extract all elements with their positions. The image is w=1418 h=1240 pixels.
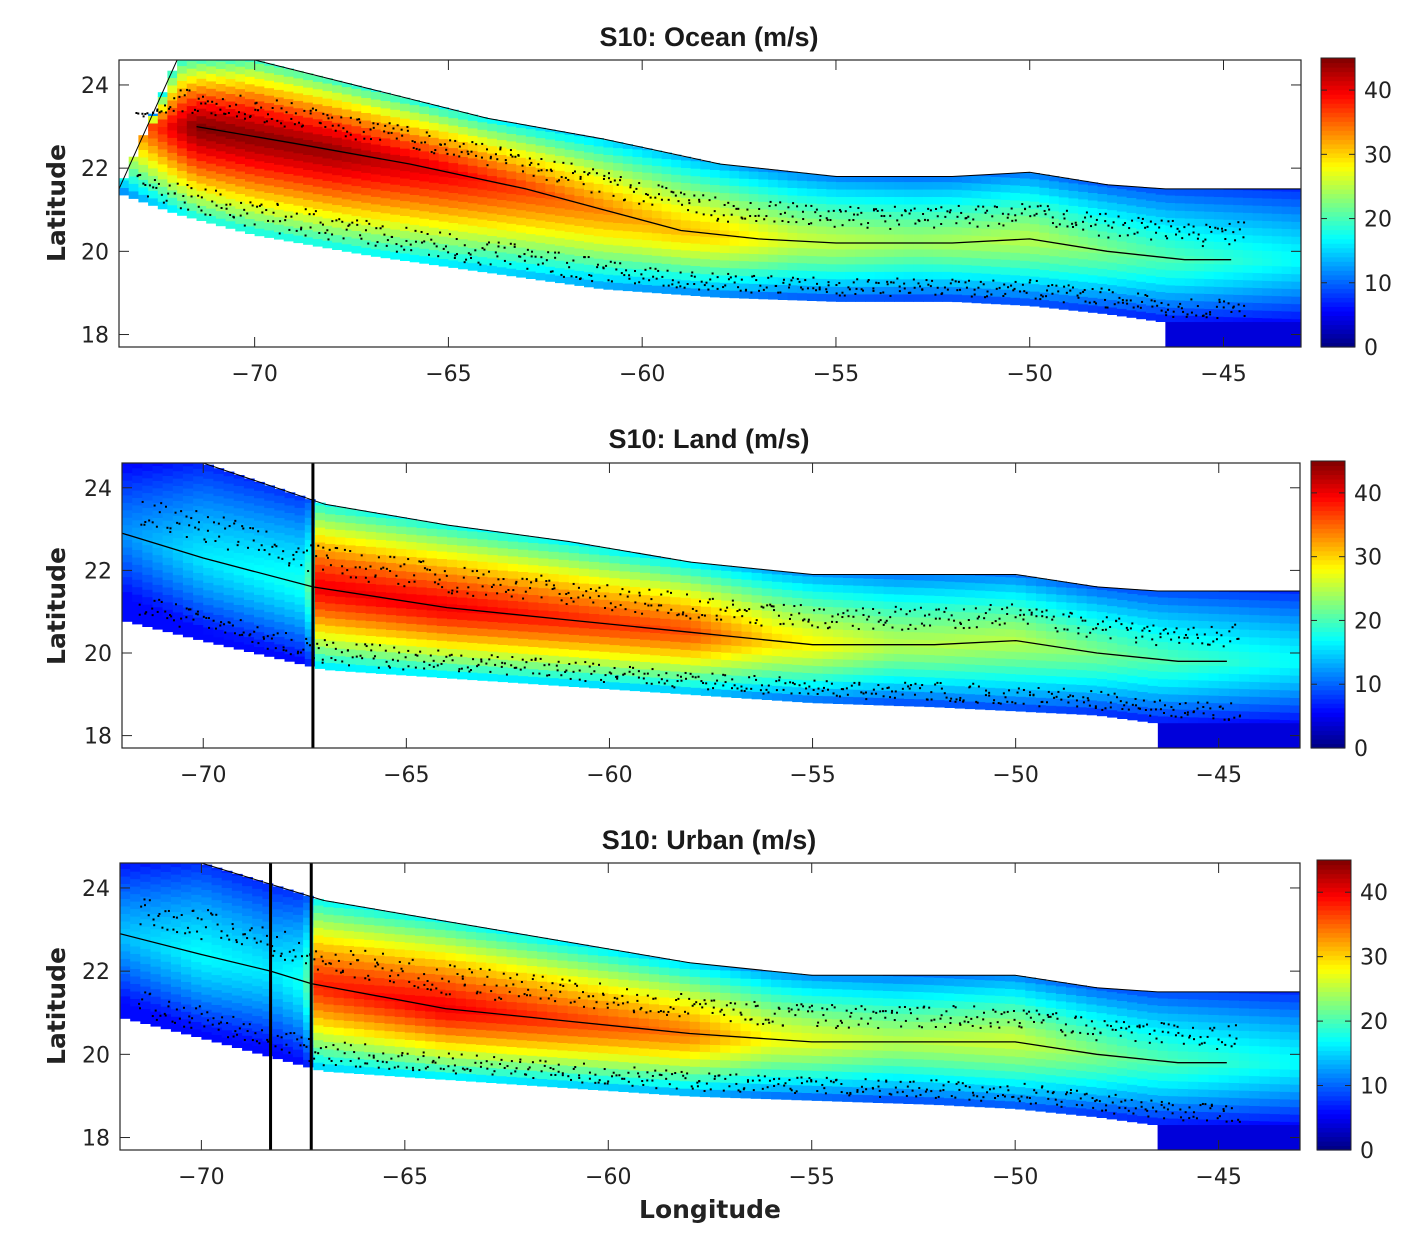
colorbar: 0 10 20 30 40 (1316, 859, 1388, 1164)
colorbar-frame (1316, 859, 1352, 1151)
swath-north-contour (119, 60, 1301, 190)
x-tick-label: −55 (789, 763, 835, 788)
x-tick-label: −70 (231, 362, 277, 387)
colorbar: 0 10 20 30 40 (1310, 460, 1382, 762)
y-tick-label: 18 (82, 1127, 110, 1152)
debris-speckles (135, 88, 1246, 320)
panel-3: −70 −65 −60 −55 −50 −45 18 20 22 24 Latitude Longit… (42, 859, 1388, 1224)
y-tick-label: 24 (81, 74, 109, 99)
x-tick-label: −45 (1200, 362, 1246, 387)
y-axis-label: Latitude (42, 547, 71, 665)
y-tick-label: 24 (84, 477, 112, 502)
y-tick-label: 24 (82, 877, 110, 902)
colorbar-tick-label: 10 (1360, 1075, 1388, 1100)
x-tick-label: −50 (992, 1165, 1038, 1190)
colorbar-tick-label: 30 (1364, 143, 1392, 168)
colorbar-tick-label: 10 (1354, 673, 1382, 698)
colorbar-tick-label: 30 (1360, 946, 1388, 971)
x-tick-label: −65 (425, 362, 471, 387)
x-tick-label: −45 (1196, 763, 1242, 788)
panel-1-title: S10: Ocean (m/s) (599, 22, 819, 52)
y-tick-label: 18 (84, 725, 112, 750)
debris-speckles (138, 898, 1241, 1123)
low-wind-region (1165, 322, 1301, 347)
y-axis-label: Latitude (42, 947, 71, 1065)
low-wind-region (1157, 723, 1300, 748)
x-tick-label: −50 (992, 763, 1038, 788)
colorbar-tick-label: 40 (1354, 482, 1382, 507)
x-axis-label: Longitude (639, 1195, 781, 1224)
colorbar-frame (1320, 57, 1356, 348)
colorbar-tick-label: 0 (1354, 737, 1368, 762)
colorbar-tick-label: 20 (1360, 1010, 1388, 1035)
wind-field-heatmap (120, 863, 1300, 1150)
x-tick-label: −65 (383, 763, 429, 788)
colorbar-tick-label: 0 (1360, 1139, 1374, 1164)
axes-frame (119, 862, 1301, 1151)
x-tick-label: −50 (1007, 362, 1053, 387)
x-tick-label: −60 (586, 763, 632, 788)
wind-field-heatmap (119, 60, 1301, 347)
colorbar-tick-label: 20 (1354, 609, 1382, 634)
colorbar-tick-label: 30 (1354, 546, 1382, 571)
x-tick-label: −60 (619, 362, 665, 387)
panel-2: −70 −65 −60 −55 −50 −45 18 20 22 24 Latitude 0 10 20 3… (42, 460, 1382, 788)
panel-1: −70 −65 −60 −55 −50 −45 18 20 22 24 Latitude 0 10 20 3… (42, 57, 1392, 387)
y-tick-label: 20 (82, 1043, 110, 1068)
colorbar-tick-label: 0 (1364, 336, 1378, 361)
y-tick-label: 18 (81, 324, 109, 349)
colorbar-tick-label: 40 (1360, 881, 1388, 906)
axes-frame (121, 462, 1301, 749)
x-tick-label: −45 (1195, 1165, 1241, 1190)
colorbar: 0 10 20 30 40 (1320, 57, 1392, 361)
colorbar-tick-label: 20 (1364, 208, 1392, 233)
y-tick-label: 22 (82, 960, 110, 985)
x-tick-label: −70 (180, 763, 226, 788)
storm-track-line (196, 125, 1232, 261)
low-wind-region (1157, 1125, 1300, 1150)
y-tick-label: 22 (81, 157, 109, 182)
x-tick-label: −65 (382, 1165, 428, 1190)
y-tick-label: 22 (84, 559, 112, 584)
x-tick-label: −60 (585, 1165, 631, 1190)
swath-north-contour (122, 463, 1300, 592)
colorbar-frame (1310, 460, 1346, 749)
y-axis-label: Latitude (42, 144, 71, 262)
x-tick-label: −55 (813, 362, 859, 387)
colorbar-tick-label: 40 (1364, 79, 1392, 104)
panel-2-title: S10: Land (m/s) (608, 424, 810, 454)
swath-north-contour (120, 863, 1300, 993)
y-tick-label: 20 (81, 240, 109, 265)
panel-3-title: S10: Urban (m/s) (601, 825, 817, 855)
colorbar-tick-label: 10 (1364, 272, 1392, 297)
y-tick-label: 20 (84, 642, 112, 667)
storm-track-line (122, 532, 1227, 662)
axes-frame (118, 59, 1302, 348)
x-tick-label: −70 (178, 1165, 224, 1190)
debris-speckles (138, 500, 1242, 721)
x-tick-label: −55 (789, 1165, 835, 1190)
